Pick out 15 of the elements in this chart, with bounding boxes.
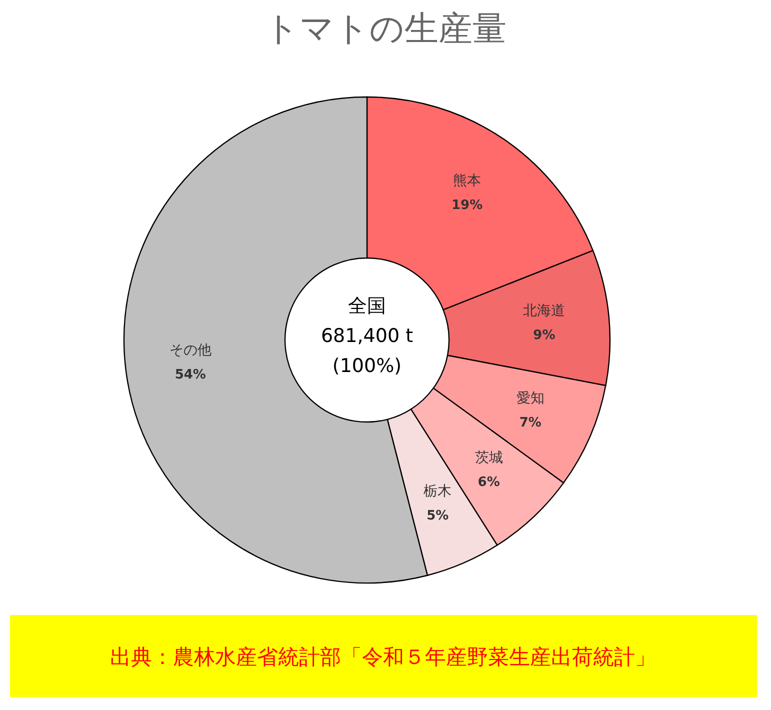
data-label: 5%	[426, 508, 449, 524]
slice-label: 熊本	[453, 172, 482, 189]
data-label: 7%	[519, 416, 542, 431]
slice-label: 北海道	[523, 303, 566, 320]
data-label: 54%	[174, 367, 206, 382]
chart-title: トマトの生産量	[264, 9, 506, 49]
data-label: 6%	[478, 474, 500, 490]
slice-label: 栃木	[424, 483, 452, 500]
source-note: 出典：農林水産省統計部「令和５年産野菜生産出荷統計」	[110, 645, 656, 669]
slice-label: 愛知	[516, 390, 544, 407]
data-label: 19%	[451, 198, 483, 213]
slice-label: 茨城	[474, 450, 503, 466]
slice-label: その他	[169, 342, 212, 358]
text: 全国 681,400 t (100%)	[320, 295, 414, 377]
data-label: 9%	[533, 328, 556, 344]
